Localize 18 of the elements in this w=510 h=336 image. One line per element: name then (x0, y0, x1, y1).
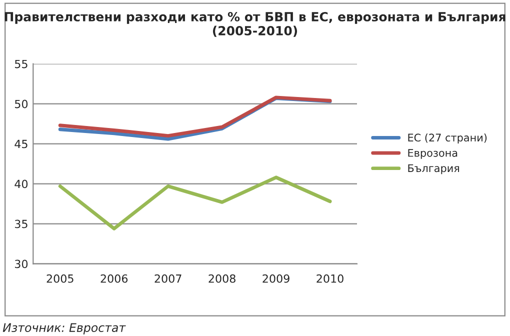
x-tick-label: 2006 (100, 274, 128, 283)
x-tick-label: 2010 (316, 274, 344, 283)
x-tick-label: 2007 (154, 274, 182, 283)
x-tick-label: 2005 (46, 274, 74, 283)
chart-title: Правителствени разходи като % от БВП в ЕС, еврозоната и България (2005-2010) (4, 12, 506, 37)
y-tick-label: 50 (15, 100, 28, 108)
y-tick-label: 45 (14, 140, 28, 148)
y-tick-label: 55 (15, 60, 28, 68)
legend-label: България (408, 164, 460, 174)
y-tick-label: 40 (14, 180, 28, 188)
x-tick-label: 2009 (262, 274, 290, 283)
legend-label: ЕС (27 страни) (408, 133, 487, 144)
x-tick-label: 2008 (208, 274, 236, 283)
y-tick-label: 30 (14, 260, 28, 268)
line-series (58, 176, 332, 230)
text: Източник: Евростат (2, 323, 126, 334)
legend-label: Еврозона (408, 149, 458, 159)
y-tick-label: 35 (14, 220, 28, 228)
